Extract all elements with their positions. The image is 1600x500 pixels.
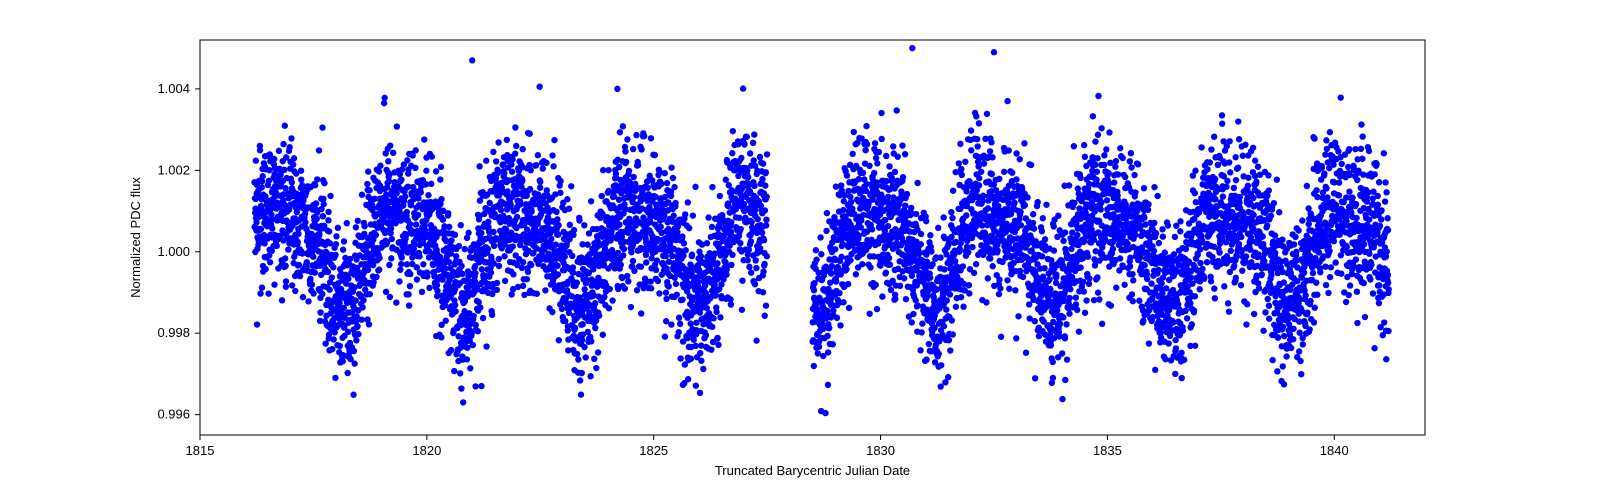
svg-text:Truncated Barycentric Julian D: Truncated Barycentric Julian Date	[715, 463, 910, 478]
svg-text:1.000: 1.000	[157, 244, 190, 259]
svg-text:Normalized PDC flux: Normalized PDC flux	[128, 177, 143, 298]
svg-text:1820: 1820	[412, 443, 441, 458]
svg-text:1840: 1840	[1320, 443, 1349, 458]
svg-text:0.996: 0.996	[157, 407, 190, 422]
svg-text:0.998: 0.998	[157, 325, 190, 340]
svg-text:1835: 1835	[1093, 443, 1122, 458]
svg-text:1815: 1815	[186, 443, 215, 458]
svg-text:1825: 1825	[639, 443, 668, 458]
chart-svg: 1815 1820 1825 1830 1835 1840 Truncated Baryce…	[0, 0, 1600, 500]
svg-text:1.002: 1.002	[157, 162, 190, 177]
svg-text:1830: 1830	[866, 443, 895, 458]
svg-text:1.004: 1.004	[157, 81, 190, 96]
lightcurve-chart: 1815 1820 1825 1830 1835 1840 Truncated Baryce…	[0, 0, 1600, 500]
